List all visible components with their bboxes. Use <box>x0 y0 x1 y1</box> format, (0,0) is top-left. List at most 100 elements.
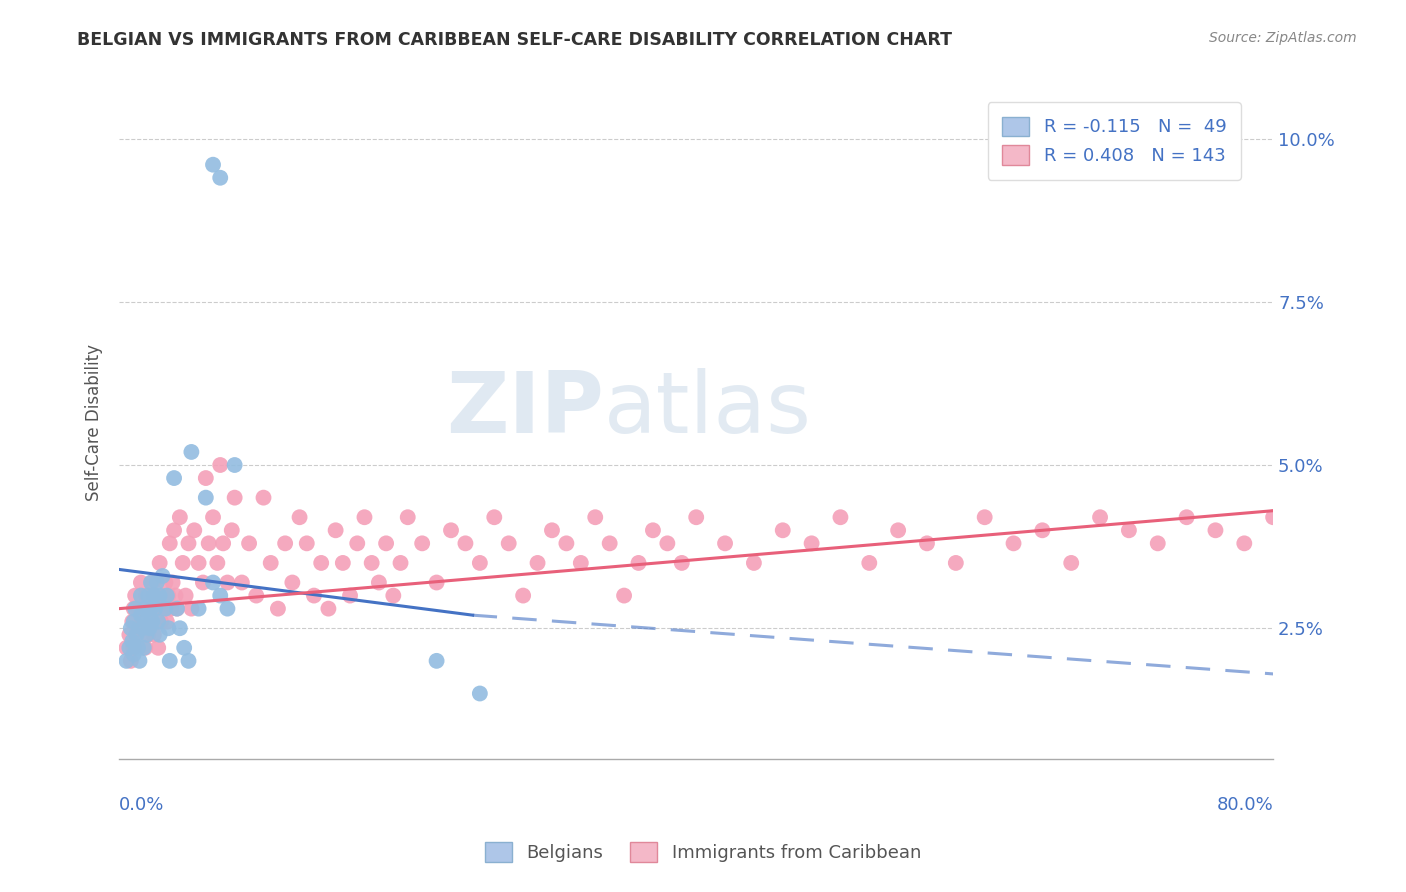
Point <box>318 601 340 615</box>
Point <box>127 601 149 615</box>
Point <box>685 510 707 524</box>
Point <box>360 556 382 570</box>
Point <box>157 589 180 603</box>
Point <box>657 536 679 550</box>
Point <box>120 621 142 635</box>
Point <box>1118 523 1140 537</box>
Point <box>127 640 149 655</box>
Point <box>187 601 209 615</box>
Point <box>217 601 239 615</box>
Point <box>124 601 146 615</box>
Point <box>135 628 157 642</box>
Point <box>136 589 159 603</box>
Point <box>138 601 160 615</box>
Text: ZIP: ZIP <box>446 368 605 450</box>
Point <box>641 523 664 537</box>
Point <box>128 654 150 668</box>
Point <box>209 589 232 603</box>
Point <box>440 523 463 537</box>
Point <box>150 615 173 629</box>
Point <box>224 491 246 505</box>
Point <box>858 556 880 570</box>
Point <box>484 510 506 524</box>
Point <box>159 536 181 550</box>
Point <box>156 589 179 603</box>
Point <box>134 615 156 629</box>
Point <box>134 601 156 615</box>
Point <box>166 601 188 615</box>
Point <box>274 536 297 550</box>
Point <box>162 575 184 590</box>
Point <box>339 589 361 603</box>
Point <box>156 615 179 629</box>
Point <box>945 556 967 570</box>
Point <box>325 523 347 537</box>
Point <box>125 628 148 642</box>
Point <box>260 556 283 570</box>
Point <box>800 536 823 550</box>
Point <box>221 523 243 537</box>
Point <box>1263 510 1285 524</box>
Point <box>1291 523 1313 537</box>
Point <box>180 601 202 615</box>
Point <box>187 556 209 570</box>
Point <box>1031 523 1053 537</box>
Point <box>197 536 219 550</box>
Text: 0.0%: 0.0% <box>120 796 165 814</box>
Point <box>143 601 166 615</box>
Point <box>129 575 152 590</box>
Point <box>194 491 217 505</box>
Point <box>134 640 156 655</box>
Point <box>194 471 217 485</box>
Point <box>132 601 155 615</box>
Point <box>131 615 153 629</box>
Point <box>157 621 180 635</box>
Point <box>174 589 197 603</box>
Point <box>149 628 172 642</box>
Point <box>454 536 477 550</box>
Legend: R = -0.115   N =  49, R = 0.408   N = 143: R = -0.115 N = 49, R = 0.408 N = 143 <box>988 102 1241 180</box>
Point <box>346 536 368 550</box>
Point <box>382 589 405 603</box>
Point <box>569 556 592 570</box>
Point <box>411 536 433 550</box>
Point <box>173 640 195 655</box>
Point <box>120 654 142 668</box>
Point <box>139 615 162 629</box>
Text: BELGIAN VS IMMIGRANTS FROM CARIBBEAN SELF-CARE DISABILITY CORRELATION CHART: BELGIAN VS IMMIGRANTS FROM CARIBBEAN SEL… <box>77 31 952 49</box>
Point <box>129 608 152 623</box>
Point <box>139 601 162 615</box>
Point <box>627 556 650 570</box>
Point <box>131 621 153 635</box>
Point <box>128 621 150 635</box>
Point <box>152 589 174 603</box>
Point <box>191 575 214 590</box>
Point <box>555 536 578 550</box>
Point <box>139 575 162 590</box>
Point <box>124 589 146 603</box>
Point <box>141 615 163 629</box>
Point <box>396 510 419 524</box>
Point <box>142 628 165 642</box>
Point <box>125 628 148 642</box>
Point <box>155 601 177 615</box>
Point <box>122 615 145 629</box>
Point <box>468 686 491 700</box>
Point <box>238 536 260 550</box>
Point <box>1320 536 1343 550</box>
Point <box>468 556 491 570</box>
Point <box>169 510 191 524</box>
Point <box>118 628 141 642</box>
Point <box>375 536 398 550</box>
Legend: Belgians, Immigrants from Caribbean: Belgians, Immigrants from Caribbean <box>478 835 928 870</box>
Point <box>498 536 520 550</box>
Point <box>142 589 165 603</box>
Point <box>180 445 202 459</box>
Point <box>209 170 232 185</box>
Point <box>887 523 910 537</box>
Point <box>1233 536 1256 550</box>
Point <box>153 601 176 615</box>
Point <box>122 601 145 615</box>
Point <box>209 458 232 472</box>
Point <box>115 640 138 655</box>
